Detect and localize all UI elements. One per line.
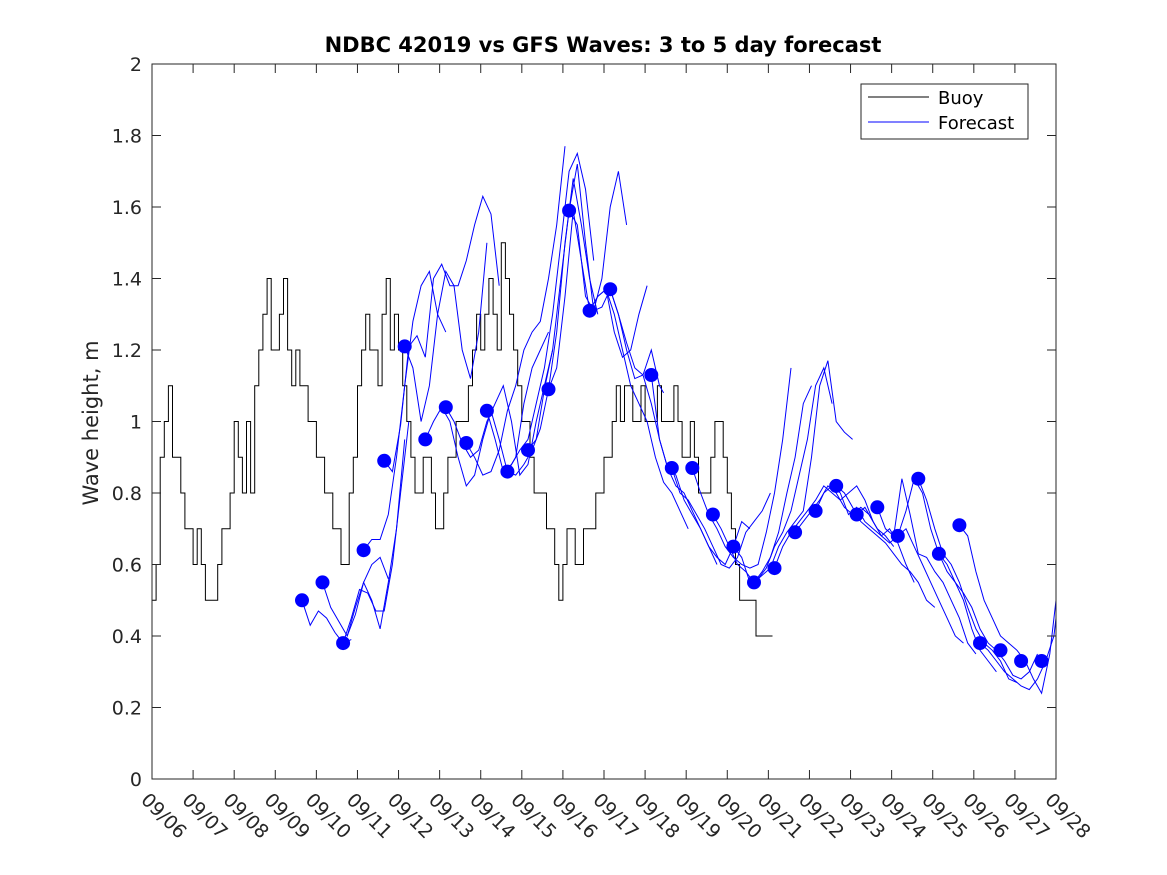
x-tick-label: 09/26 <box>958 789 1012 843</box>
forecast-marker-1 <box>295 593 309 608</box>
forecast-marker-24 <box>788 525 803 540</box>
forecast-marker-8 <box>438 400 453 415</box>
y-tick-label: 0.4 <box>112 626 142 648</box>
y-tick-label: 1.8 <box>112 126 142 148</box>
forecast-marker-22 <box>747 575 761 590</box>
forecast-marker-28 <box>870 500 885 515</box>
forecast-marker-23 <box>767 561 782 576</box>
forecast-marker-21 <box>726 539 741 554</box>
x-tick-label: 09/18 <box>630 789 684 843</box>
y-tick-label: 1 <box>130 412 142 434</box>
x-tick-label: 09/10 <box>301 789 355 843</box>
forecast-marker-6 <box>397 339 412 354</box>
forecast-run-line-33 <box>959 524 1057 695</box>
forecast-run-line-32 <box>938 553 1038 680</box>
y-tick-label: 0.2 <box>112 698 142 720</box>
forecast-run-line-19 <box>671 467 771 569</box>
forecast-marker-32 <box>952 518 967 533</box>
forecast-marker-10 <box>479 403 494 418</box>
x-tick-label: 09/24 <box>876 789 930 843</box>
plot-area: 00.20.40.60.811.21.41.61.8209/0609/0709/… <box>112 54 1095 843</box>
forecast-marker-18 <box>664 461 679 475</box>
buoy-series-line <box>152 242 773 637</box>
forecast-marker-16 <box>603 282 618 297</box>
forecast-run-line-6 <box>383 194 500 473</box>
x-tick-label: 09/06 <box>136 789 190 843</box>
forecast-run-line-12 <box>507 178 599 476</box>
x-tick-label: 09/08 <box>219 789 273 843</box>
forecast-marker-25 <box>808 503 823 518</box>
chart-title: NDBC 42019 vs GFS Waves: 3 to 5 day fore… <box>325 33 882 57</box>
x-tick-label: 09/16 <box>547 789 601 843</box>
forecast-run-line-2 <box>322 556 389 638</box>
legend-buoy-label: Buoy <box>938 88 984 109</box>
x-tick-label: 09/20 <box>712 789 766 843</box>
forecast-marker-34 <box>993 643 1008 658</box>
x-tick-label: 09/22 <box>794 789 848 843</box>
forecast-marker-12 <box>521 443 535 458</box>
forecast-marker-30 <box>911 471 926 486</box>
forecast-run-line-7 <box>404 242 488 422</box>
forecast-marker-15 <box>582 303 597 318</box>
forecast-marker-27 <box>849 507 864 522</box>
x-tick-label: 09/11 <box>342 789 396 843</box>
x-tick-label: 09/12 <box>383 789 437 843</box>
x-tick-label: 09/15 <box>506 789 560 843</box>
x-tick-label: 09/13 <box>424 789 478 843</box>
forecast-marker-19 <box>685 461 700 475</box>
forecast-marker-3 <box>336 636 351 651</box>
x-tick-label: 09/28 <box>1040 789 1094 843</box>
legend: Buoy Forecast <box>860 83 1029 140</box>
x-tick-label: 09/23 <box>835 789 889 843</box>
forecast-run-line-28 <box>856 506 964 644</box>
forecast-marker-20 <box>705 507 720 522</box>
y-tick-label: 1.4 <box>112 269 142 291</box>
forecast-marker-14 <box>562 203 577 218</box>
forecast-run-line-31 <box>917 478 1018 683</box>
forecast-marker-13 <box>541 382 556 397</box>
forecast-marker-35 <box>1014 654 1029 668</box>
forecast-marker-33 <box>973 636 987 651</box>
forecast-marker-7 <box>418 432 433 447</box>
forecast-marker-29 <box>890 528 905 543</box>
y-tick-label: 1.6 <box>112 197 142 219</box>
y-tick-label: 1.2 <box>112 340 142 362</box>
y-tick-label: 0.6 <box>112 555 142 577</box>
y-tick-label: 0.8 <box>112 483 142 505</box>
y-tick-label: 0 <box>130 769 142 791</box>
forecast-marker-31 <box>931 546 946 561</box>
forecast-marker-5 <box>377 453 392 468</box>
forecast-run-line-8 <box>424 331 549 487</box>
forecast-marker-26 <box>829 478 844 493</box>
forecast-marker-2 <box>315 575 330 590</box>
y-axis-label: Wave height, m <box>79 340 103 505</box>
forecast-run-line-10 <box>465 146 566 476</box>
forecast-run-line-27 <box>835 485 936 608</box>
x-tick-label: 09/17 <box>588 789 642 843</box>
x-tick-label: 09/21 <box>753 789 807 843</box>
x-tick-label: 09/07 <box>178 789 232 843</box>
forecast-marker-4 <box>356 543 371 558</box>
x-tick-label: 09/14 <box>465 789 519 843</box>
x-tick-label: 09/09 <box>260 789 314 843</box>
forecast-run-line-34 <box>979 618 1057 691</box>
y-tick-label: 2 <box>130 54 142 76</box>
forecast-run-line-4 <box>346 439 406 637</box>
x-tick-label: 09/19 <box>671 789 725 843</box>
forecast-marker-17 <box>644 368 659 382</box>
x-tick-label: 09/27 <box>999 789 1053 843</box>
forecast-marker-9 <box>459 436 474 450</box>
forecast-marker-36 <box>1034 654 1049 668</box>
legend-forecast-label: Forecast <box>938 113 1014 134</box>
legend-box <box>860 83 1029 140</box>
x-tick-label: 09/25 <box>917 789 971 843</box>
forecast-marker-11 <box>500 464 515 479</box>
plot-background <box>152 64 1056 779</box>
